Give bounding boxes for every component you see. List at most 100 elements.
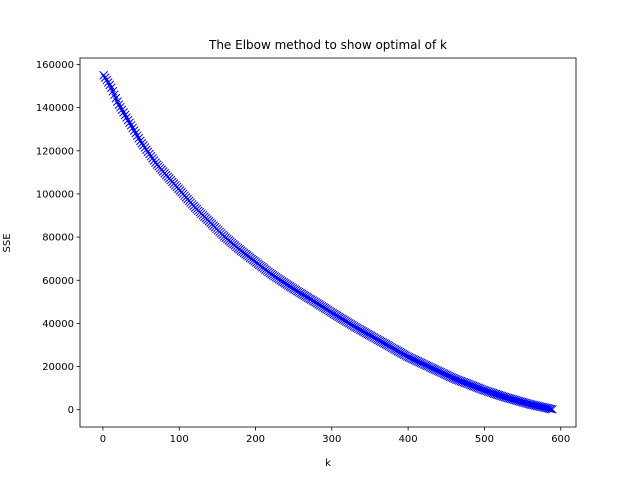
data-point — [470, 382, 479, 391]
data-point — [457, 377, 467, 387]
data-point — [100, 73, 110, 83]
data-point — [433, 366, 443, 376]
data-point — [435, 367, 444, 376]
data-point — [442, 370, 452, 380]
data-point — [123, 115, 133, 125]
data-point — [132, 131, 142, 141]
data-point — [477, 385, 487, 394]
data-point — [114, 100, 124, 109]
data-point — [450, 374, 460, 384]
data-point — [491, 389, 501, 399]
plot-area — [99, 70, 557, 414]
plot-frame — [79, 57, 577, 428]
x-tick-label: 200 — [246, 434, 265, 445]
data-point — [416, 358, 426, 368]
data-point — [438, 368, 447, 378]
data-point — [105, 80, 115, 90]
data-point — [479, 385, 489, 395]
data-point — [120, 110, 130, 120]
data-point — [546, 404, 556, 414]
y-tick-label: 20000 — [42, 362, 74, 373]
data-point — [467, 380, 476, 390]
data-point — [439, 369, 449, 379]
data-point — [135, 136, 145, 146]
data-point — [499, 392, 508, 401]
chart-title: The Elbow method to show optimal of k — [208, 38, 447, 52]
data-point — [544, 404, 554, 413]
data-point — [119, 108, 128, 117]
data-point — [413, 357, 423, 366]
data-point — [459, 377, 469, 387]
data-point — [496, 391, 505, 400]
data-point — [432, 365, 441, 375]
data-point — [430, 365, 440, 374]
data-point — [474, 383, 484, 393]
data-point — [122, 113, 131, 122]
data-point — [436, 367, 446, 377]
data-point — [485, 387, 495, 397]
data-point — [462, 379, 472, 388]
data-point — [497, 391, 507, 401]
data-point — [129, 126, 139, 135]
data-point — [116, 102, 125, 112]
data-point — [425, 362, 435, 372]
series-line — [103, 74, 553, 411]
data-point — [486, 388, 496, 397]
data-point — [404, 352, 414, 362]
y-tick-label: 100000 — [36, 189, 74, 200]
data-point — [471, 382, 481, 392]
y-axis: 0 20000 40000 60000 80000 100000 120000 140000 1… — [36, 60, 80, 416]
y-tick-label: 0 — [68, 405, 74, 416]
data-point — [128, 123, 138, 133]
y-axis-label: SSE — [2, 233, 13, 252]
data-point — [444, 371, 453, 381]
data-point — [468, 381, 478, 391]
data-point — [428, 364, 438, 374]
x-tick-label: 300 — [322, 434, 341, 445]
y-tick-label: 60000 — [42, 276, 74, 287]
y-tick-label: 160000 — [36, 60, 74, 71]
data-point — [454, 376, 464, 385]
data-point — [473, 383, 482, 393]
data-point — [419, 360, 429, 369]
x-axis-label: k — [325, 458, 331, 469]
data-point — [424, 362, 434, 371]
data-point — [113, 97, 122, 106]
data-point — [482, 386, 492, 396]
data-point — [547, 404, 557, 414]
y-tick-label: 80000 — [42, 233, 74, 244]
data-point — [483, 387, 493, 396]
x-tick-label: 600 — [551, 434, 570, 445]
data-point — [131, 128, 141, 138]
data-point — [406, 353, 415, 363]
x-tick-label: 0 — [100, 434, 106, 445]
x-tick-label: 400 — [399, 434, 418, 445]
data-point — [488, 388, 498, 398]
data-point — [415, 357, 424, 367]
data-point — [102, 75, 112, 85]
data-point — [103, 78, 113, 87]
data-point — [480, 386, 490, 395]
data-point — [448, 373, 458, 383]
x-axis: 0 100 200 300 400 500 600 — [100, 427, 570, 445]
data-point — [125, 118, 134, 128]
data-point — [126, 120, 136, 130]
x-tick-label: 100 — [170, 434, 189, 445]
data-point — [418, 359, 427, 369]
data-point — [447, 373, 456, 382]
data-point — [489, 389, 499, 398]
data-point — [410, 355, 420, 365]
data-point — [451, 374, 461, 384]
data-point — [99, 70, 109, 80]
data-point — [445, 372, 455, 382]
y-tick-label: 140000 — [36, 103, 74, 114]
data-point — [407, 354, 417, 364]
data-point — [403, 352, 412, 361]
y-tick-label: 120000 — [36, 146, 74, 157]
data-point — [453, 375, 463, 385]
data-point — [441, 370, 450, 379]
data-point — [412, 356, 421, 366]
y-tick-label: 40000 — [42, 319, 74, 330]
data-point — [427, 363, 437, 373]
